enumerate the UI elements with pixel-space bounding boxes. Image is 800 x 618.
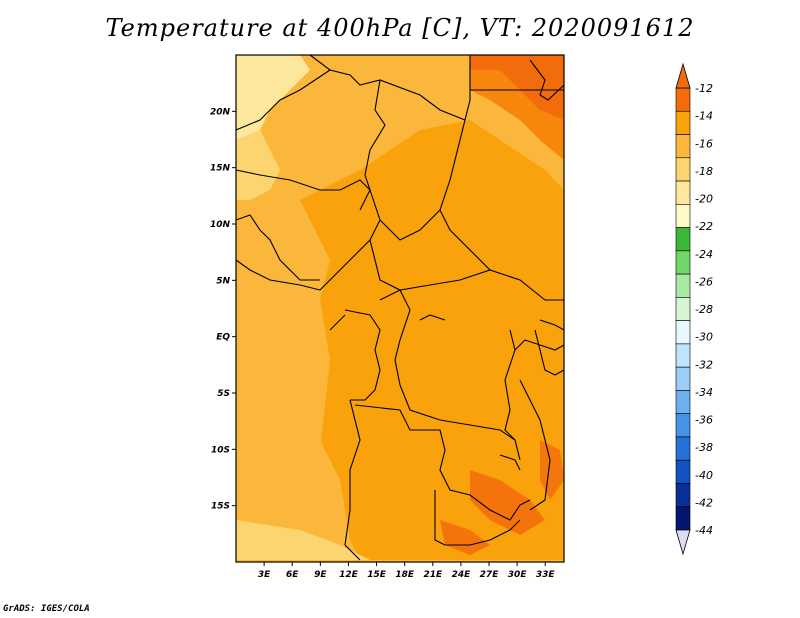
lon-label: 33E xyxy=(536,570,556,580)
field-region-minus17-nw xyxy=(236,130,280,200)
colorbar-label: -24 xyxy=(695,248,713,261)
field-region-minus12-se2 xyxy=(440,520,490,555)
grads-credit: GrADS: IGES/COLA xyxy=(3,604,90,614)
colorbar: -12 -14 -16 -18 -20 -22 -24 -26 -28 -30 -32 -34 -36 -… xyxy=(675,62,713,556)
field-region-minus17-sw xyxy=(236,520,370,560)
colorbar-label: -12 xyxy=(695,82,713,95)
lat-label: EQ xyxy=(216,333,230,343)
colorbar-label: -18 xyxy=(695,165,713,178)
colorbar-label: -40 xyxy=(695,469,713,482)
field-region-minus16-west xyxy=(236,290,330,440)
lon-label: 24E xyxy=(452,570,472,580)
colorbar-label: -32 xyxy=(695,358,713,371)
lon-label: 15E xyxy=(367,570,387,580)
colorbar-segment xyxy=(675,87,691,112)
colorbar-segment xyxy=(675,204,691,228)
colorbar-label: -42 xyxy=(695,496,713,509)
colorbar-label: -22 xyxy=(695,220,713,233)
colorbar-segment xyxy=(675,320,691,345)
lat-label: 10S xyxy=(211,445,230,455)
lat-label: 5S xyxy=(217,389,230,399)
lat-label: 5N xyxy=(216,276,230,286)
lat-label: 15S xyxy=(211,502,230,512)
colorbar-segment xyxy=(675,413,691,438)
lon-label: 6E xyxy=(286,570,299,580)
colorbar-label: -38 xyxy=(695,441,713,454)
colorbar-label: -26 xyxy=(695,275,713,288)
lat-label: 20N xyxy=(210,107,231,117)
map-title: Temperature at 400hPa [C], VT: 202009161… xyxy=(105,14,695,42)
colorbar-label: -34 xyxy=(695,386,713,399)
colorbar-segment xyxy=(675,436,691,461)
colorbar-segment xyxy=(675,459,691,484)
lon-label: 30E xyxy=(508,570,528,580)
colorbar-label: -36 xyxy=(695,414,713,427)
colorbar-label: -30 xyxy=(695,331,713,344)
colorbar-segment xyxy=(675,390,691,414)
longitude-axis: 3E 6E 9E 12E 15E 18E 21E 24E 27E 30E 33E xyxy=(258,562,556,580)
field-region-minus12-east xyxy=(540,440,564,500)
lon-label: 21E xyxy=(423,570,443,580)
colorbar-segment xyxy=(675,110,691,135)
colorbar-segment xyxy=(675,483,691,508)
colorbar-top-triangle xyxy=(675,62,691,89)
colorbar-segment xyxy=(675,134,691,159)
lon-label: 12E xyxy=(339,570,359,580)
colorbar-segment xyxy=(675,250,691,275)
colorbar-segment xyxy=(675,157,691,182)
field-region-minus18-nw xyxy=(236,55,310,140)
lon-label: 27E xyxy=(480,570,500,580)
colorbar-segment xyxy=(675,506,691,531)
colorbar-segment xyxy=(675,343,691,368)
colorbar-segment xyxy=(675,180,691,205)
country-borders xyxy=(235,54,565,561)
colorbar-bottom-triangle xyxy=(675,529,691,556)
map-frame xyxy=(235,54,565,563)
colorbar-segment xyxy=(675,297,691,321)
field-region-minus12-se xyxy=(470,470,545,535)
lon-label: 3E xyxy=(258,570,271,580)
colorbar-label: -14 xyxy=(695,110,713,123)
field-region-minus14 xyxy=(300,120,564,560)
colorbar-label: -44 xyxy=(695,524,713,537)
lon-label: 9E xyxy=(314,570,327,580)
temperature-map xyxy=(235,54,565,563)
lat-label: 15N xyxy=(210,164,231,174)
colorbar-segment xyxy=(675,366,691,391)
colorbar-segment xyxy=(675,227,691,252)
lat-label: 10N xyxy=(210,220,231,230)
colorbar-segment xyxy=(675,273,691,298)
colorbar-label: -28 xyxy=(695,303,713,316)
field-region-transition-ne xyxy=(470,70,564,160)
latitude-axis: 20N 15N 10N 5N EQ 5S 10S 15S xyxy=(210,107,236,512)
colorbar-label: -20 xyxy=(695,193,713,206)
colorbar-label: -16 xyxy=(695,137,713,150)
lon-label: 18E xyxy=(395,570,415,580)
